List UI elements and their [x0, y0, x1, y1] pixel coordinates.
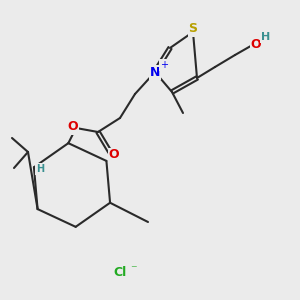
Text: O: O: [68, 121, 78, 134]
Text: N: N: [150, 65, 160, 79]
Text: S: S: [188, 22, 197, 35]
Text: ⁻: ⁻: [130, 263, 136, 277]
Text: H: H: [36, 164, 44, 174]
Text: H: H: [261, 32, 271, 42]
Text: O: O: [251, 38, 261, 50]
Text: O: O: [109, 148, 119, 161]
Text: Cl: Cl: [113, 266, 127, 278]
Text: +: +: [160, 60, 168, 70]
